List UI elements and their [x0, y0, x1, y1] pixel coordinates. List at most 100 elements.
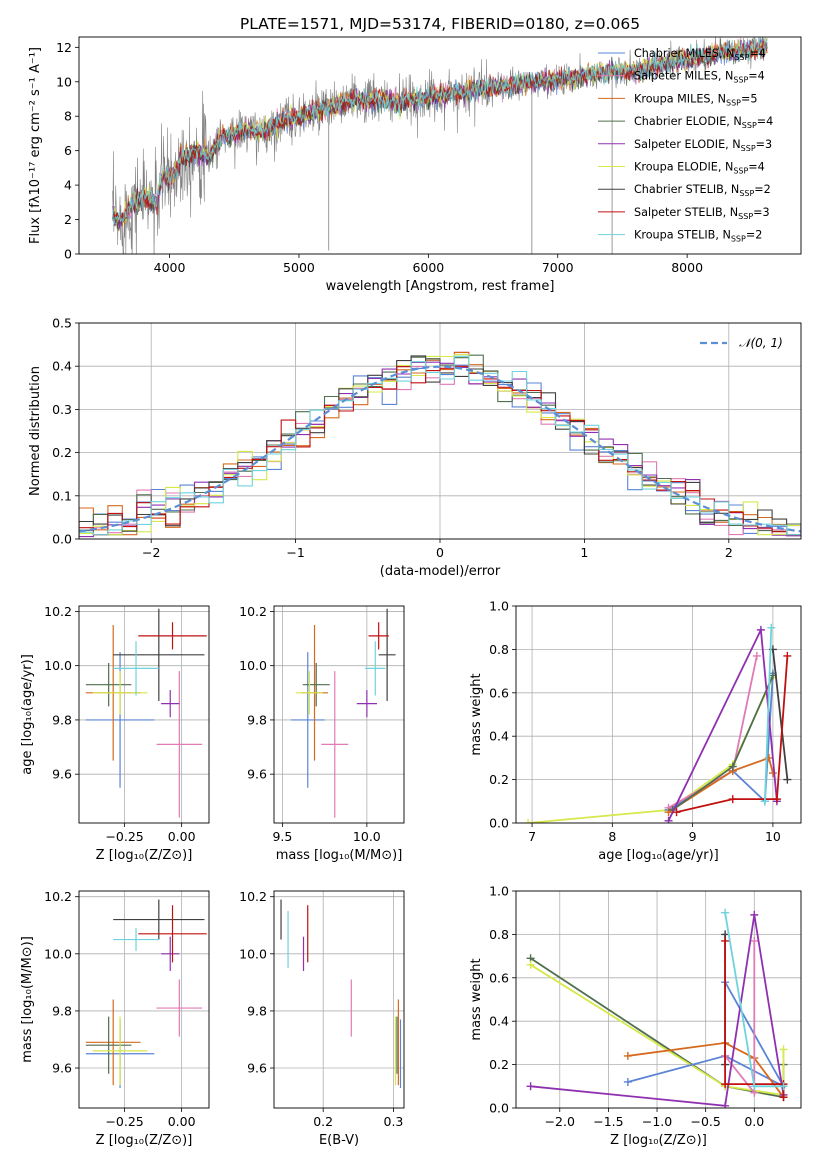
series-marker — [752, 651, 761, 660]
series-kroupa-stelib — [721, 908, 788, 1091]
series-marker — [526, 1082, 535, 1091]
plot-area — [280, 899, 402, 1089]
y-tick-label: 9.6 — [247, 767, 267, 782]
legend-label-suffix: =4 — [748, 70, 765, 83]
y-tick-label: 0.5 — [52, 316, 72, 331]
series-line — [530, 914, 785, 1107]
age-vs-mass-panel: 9.5 10.0 9.6 9.8 10.0 10.2 mass [log₁₀(M/M⊙)] — [239, 604, 405, 863]
y-tick-label: 0.2 — [489, 1057, 509, 1072]
figure-title: PLATE=1571, MJD=53174, FIBERID=0180, z=0… — [240, 15, 640, 33]
x-tick-label: 0.00 — [168, 1114, 196, 1129]
axes-frame — [273, 890, 405, 1109]
y-tick-label: 2 — [64, 212, 72, 227]
data-point-chabrier-elodie — [85, 662, 132, 707]
series-kroupa-miles — [664, 753, 777, 817]
legend-label-text: Chabrier ELODIE, N — [634, 115, 742, 128]
y-tick-label: 1.0 — [489, 884, 509, 899]
axes-frame — [515, 890, 802, 1109]
legend-label: Salpeter STELIB, NSSP=3 — [634, 206, 770, 221]
series-marker — [672, 808, 681, 817]
series-chabrier-elodie — [668, 671, 777, 814]
legend-label-suffix: =3 — [753, 206, 770, 219]
data-point-chabrier-stelib — [378, 608, 396, 701]
y-tick-label: 9.8 — [247, 1003, 267, 1018]
y-tick-label: 10.0 — [44, 658, 72, 673]
age-vs-z-panel: −0.25 0.00 9.6 9.8 10.0 10.2 Z [log₁₀(Z/Z⊙)] ag… — [20, 604, 210, 863]
legend-label-suffix: =4 — [757, 115, 774, 128]
data-point-salpeter-stelib — [368, 622, 389, 650]
legend-label-sub: SSP — [734, 53, 749, 62]
normal-curve — [79, 365, 801, 533]
plot-area — [85, 608, 207, 818]
y-tick-label: 0.6 — [489, 970, 509, 985]
data-point-salpeter-elodie — [161, 690, 180, 718]
legend-label-text: Salpeter MILES, N — [634, 70, 733, 83]
legend-label: Kroupa MILES, NSSP=5 — [634, 92, 757, 107]
x-axis-label: Z [log₁₀(Z/Z⊙)] — [96, 848, 193, 863]
series-marker — [779, 1045, 788, 1054]
plot-area — [85, 899, 207, 1089]
legend-label: 𝒩(0, 1) — [739, 336, 783, 350]
axes-frame — [273, 605, 405, 824]
residuals-panel: −2 −1 0 1 2 0.0 0.1 0.2 0.3 0.4 0.5 (data-model)/er… — [28, 316, 802, 579]
legend-label: Chabrier MILES, NSSP=4 — [634, 47, 766, 62]
x-tick-label: 8000 — [671, 260, 703, 275]
series-marker — [524, 819, 533, 823]
axes-frame — [78, 36, 802, 255]
data-point-salpeter-miles — [156, 671, 203, 818]
x-tick-label: 9.5 — [272, 829, 292, 844]
legend-label-sub: SSP — [733, 167, 748, 176]
x-tick-label: 7 — [528, 829, 536, 844]
y-tick-label: 0.3 — [52, 402, 72, 417]
y-axis-label: Normed distribution — [28, 366, 43, 496]
y-tick-label: 10.2 — [44, 604, 72, 619]
data-point-kroupa-miles — [85, 999, 141, 1086]
legend-label-sub: SSP — [742, 121, 757, 130]
x-tick-label: 0.00 — [168, 829, 196, 844]
mass-vs-ebv-panel: 0.2 0.3 9.6 9.8 10.0 10.2 E(B-V) — [239, 889, 405, 1148]
model-spectrum-kroupa-stelib — [112, 37, 768, 225]
legend-label: Salpeter ELODIE, NSSP=3 — [634, 138, 772, 153]
data-point-chabrier-miles — [290, 652, 325, 788]
x-axis-label: age [log₁₀(age/yr)] — [598, 848, 719, 863]
data-point-salpeter-stelib — [138, 905, 207, 963]
x-tick-label: 9 — [689, 829, 697, 844]
series-marker — [623, 1051, 632, 1060]
y-tick-label: 0.1 — [52, 488, 72, 503]
y-axis-label: Flux [fλ10⁻¹⁷ erg cm⁻² s⁻¹ A⁻¹] — [28, 47, 43, 244]
series-kroupa-stelib — [760, 623, 776, 806]
series-line — [671, 675, 774, 811]
legend-label: Chabrier ELODIE, NSSP=4 — [634, 115, 773, 130]
series-line — [668, 756, 774, 813]
series-marker — [728, 762, 737, 771]
x-tick-label: 2 — [725, 545, 733, 560]
x-axis-label: mass [log₁₀(M/M⊙)] — [276, 848, 403, 863]
series-marker — [767, 623, 776, 632]
legend-label: Chabrier STELIB, NSSP=2 — [634, 183, 771, 198]
series-kroupa-elodie — [524, 673, 777, 823]
y-tick-label: 0.2 — [52, 445, 72, 460]
y-tick-label: 9.6 — [52, 1061, 72, 1076]
legend-label-suffix: =2 — [754, 183, 771, 196]
data-point-chabrier-elodie — [85, 1016, 132, 1074]
y-tick-label: 0.2 — [489, 772, 509, 787]
plot-area — [524, 623, 792, 823]
data-point-kroupa-stelib — [365, 641, 386, 696]
x-tick-label: 0 — [436, 545, 444, 560]
y-tick-label: 10 — [56, 74, 72, 89]
y-axis-label: mass [log₁₀(M/M⊙)] — [20, 936, 35, 1063]
series-marker — [664, 808, 673, 817]
series-marker — [772, 795, 781, 804]
y-tick-label: 0.4 — [52, 359, 72, 374]
y-tick-label: 10.2 — [239, 604, 267, 619]
series-marker — [750, 1082, 759, 1091]
series-salpeter-elodie — [664, 625, 781, 823]
legend-label-text: Kroupa MILES, N — [634, 92, 726, 105]
residuals-legend: 𝒩(0, 1) — [700, 336, 783, 350]
series-line — [627, 1041, 785, 1098]
data-point-chabrier-stelib — [113, 899, 205, 940]
x-axis-label: wavelength [Angstrom, rest frame] — [326, 279, 555, 294]
series-salpeter-stelib — [672, 651, 792, 817]
